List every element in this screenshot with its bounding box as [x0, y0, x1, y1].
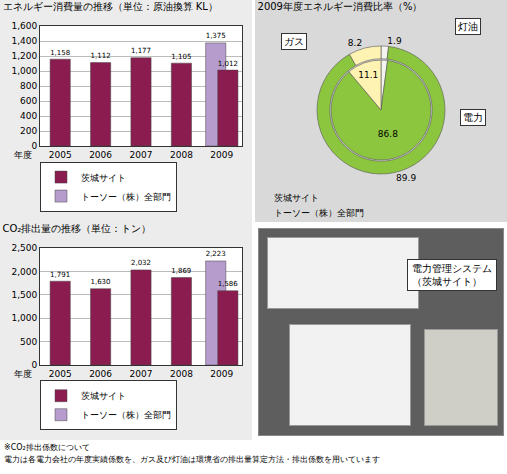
svg-text:500: 500: [20, 337, 37, 347]
svg-text:1,630: 1,630: [91, 278, 111, 286]
svg-text:1,112: 1,112: [91, 51, 111, 60]
html-text:（茨城サイト）: （茨城サイト）: [412, 276, 482, 287]
svg-text:CO₂排出量の推移（単位：トン）: CO₂排出量の推移（単位：トン）: [3, 223, 152, 234]
svg-text:2.1: 2.1: [387, 50, 401, 60]
svg-text:2005: 2005: [49, 369, 72, 379]
svg-text:11.1: 11.1: [358, 70, 378, 80]
svg-text:エネルギー消費量の推移（単位：原油換算 KL）: エネルギー消費量の推移（単位：原油換算 KL）: [3, 1, 218, 12]
svg-text:1,375: 1,375: [206, 31, 226, 40]
svg-text:2,500: 2,500: [11, 243, 37, 253]
svg-text:ガス: ガス: [284, 36, 304, 47]
svg-text:1,586: 1,586: [218, 280, 238, 288]
svg-text:1,158: 1,158: [50, 49, 70, 57]
svg-text:2005: 2005: [49, 150, 72, 160]
svg-text:200: 200: [20, 126, 37, 136]
svg-text:トーソー（株）全部門: トーソー（株）全部門: [81, 410, 171, 420]
svg-text:2008: 2008: [170, 369, 193, 379]
svg-text:1,000: 1,000: [11, 313, 37, 323]
html-text:電力は各電力会社の年度実績係数を、ガス及び灯油は環境省の排出: 電力は各電力会社の年度実績係数を、ガス及び灯油は環境省の排出量算定方法・排出係数…: [4, 455, 380, 464]
svg-text:1,600: 1,600: [11, 21, 37, 31]
svg-text:1,177: 1,177: [131, 46, 151, 55]
svg-text:1,000: 1,000: [11, 66, 37, 76]
svg-text:0: 0: [31, 360, 37, 370]
svg-text:茨城サイト: 茨城サイト: [81, 391, 126, 401]
svg-text:2008: 2008: [170, 150, 193, 160]
svg-text:電力: 電力: [463, 112, 483, 123]
svg-text:2,223: 2,223: [206, 249, 226, 258]
svg-text:2006: 2006: [89, 369, 112, 379]
svg-text:2009: 2009: [210, 150, 233, 160]
svg-text:2009: 2009: [210, 369, 233, 379]
svg-text:1,200: 1,200: [11, 51, 37, 61]
svg-text:1,791: 1,791: [50, 270, 70, 279]
svg-text:年度: 年度: [14, 150, 32, 160]
svg-text:2,032: 2,032: [131, 258, 151, 267]
svg-text:2,000: 2,000: [11, 267, 37, 277]
html-text:※CO₂排出係数について: ※CO₂排出係数について: [4, 443, 90, 452]
svg-text:400: 400: [20, 111, 37, 121]
svg-text:600: 600: [20, 96, 37, 106]
svg-text:2006: 2006: [89, 150, 112, 160]
svg-text:2007: 2007: [130, 369, 153, 379]
svg-text:年度: 年度: [14, 369, 32, 379]
svg-text:茨城サイト: 茨城サイト: [274, 193, 319, 203]
svg-text:86.8: 86.8: [378, 129, 398, 139]
svg-text:1,500: 1,500: [11, 290, 37, 300]
svg-text:1.9: 1.9: [387, 36, 402, 46]
svg-text:トーソー（株）全部門: トーソー（株）全部門: [81, 192, 171, 202]
svg-text:1,012: 1,012: [218, 59, 238, 68]
svg-text:800: 800: [20, 81, 37, 91]
svg-text:1,400: 1,400: [11, 36, 37, 46]
svg-text:トーソー（株）全部門: トーソー（株）全部門: [274, 208, 364, 218]
svg-text:灯油: 灯油: [458, 21, 478, 32]
svg-text:0: 0: [31, 141, 37, 151]
svg-text:8.2: 8.2: [348, 38, 362, 48]
svg-text:1,105: 1,105: [171, 52, 191, 61]
html-text:電力管理システム: 電力管理システム: [412, 263, 492, 274]
svg-text:2009年度エネルギー消費比率（%）: 2009年度エネルギー消費比率（%）: [258, 1, 423, 12]
svg-text:茨城サイト: 茨城サイト: [81, 173, 126, 183]
svg-text:89.9: 89.9: [396, 173, 416, 183]
svg-text:2007: 2007: [130, 150, 153, 160]
svg-text:1,869: 1,869: [171, 267, 191, 275]
